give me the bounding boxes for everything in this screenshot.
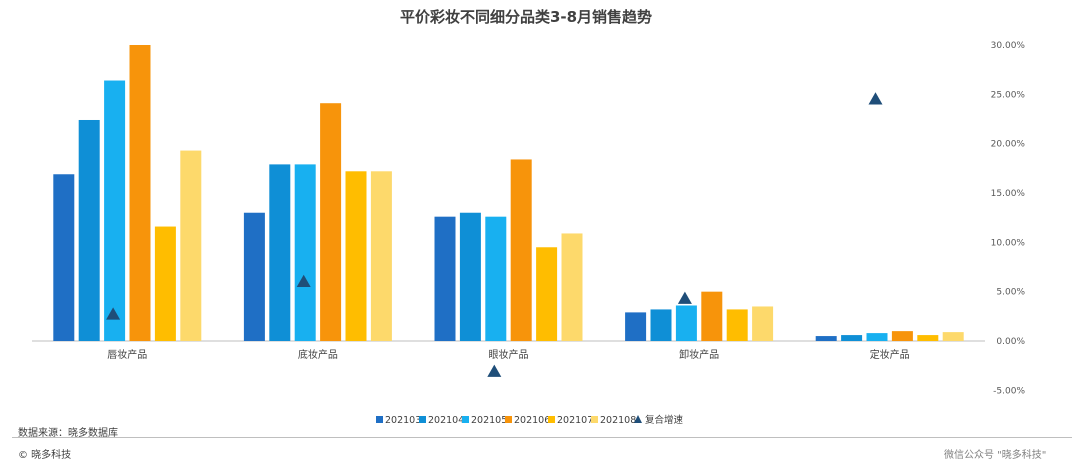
growth-marker	[106, 307, 121, 320]
bar-202108	[370, 171, 392, 341]
bar-202104	[269, 164, 291, 341]
bar-202104	[650, 309, 672, 341]
bar-202103	[53, 174, 75, 341]
category-label: 唇妆产品	[107, 348, 147, 361]
bar-202108	[752, 306, 774, 341]
legend-swatch	[462, 416, 469, 423]
y-tick-label: 30.00%	[991, 41, 1026, 51]
legend-swatch	[548, 416, 555, 423]
legend-label: 202103	[385, 415, 421, 426]
growth-marker	[677, 291, 692, 304]
legend-swatch	[419, 416, 426, 423]
wechat-account: 微信公众号 "晓多科技"	[944, 450, 1047, 461]
legend-swatch	[591, 416, 598, 423]
bar-202107	[154, 226, 176, 341]
bar-202106	[701, 291, 723, 341]
growth-marker	[868, 92, 883, 105]
bar-202104	[78, 119, 100, 341]
bar-202108	[942, 332, 964, 341]
category-labels: 唇妆产品 底妆产品 眼妆产品 卸妆产品 定妆产品	[107, 348, 909, 361]
bar-202104	[459, 212, 481, 341]
copyright: © 晓多科技	[18, 450, 72, 461]
category-label: 卸妆产品	[679, 348, 719, 361]
legend-swatch	[634, 415, 642, 423]
growth-marker	[296, 274, 311, 288]
legend-label: 202107	[557, 415, 593, 426]
chart-title: 平价彩妆不同细分品类3-8月销售趋势	[400, 8, 652, 26]
bar-202107	[917, 335, 939, 341]
bars	[53, 45, 964, 342]
legend: 202103 202104 202105 202106 202107 202108 复合增速	[376, 414, 684, 426]
bar-202105	[294, 164, 316, 341]
bar-202103	[243, 212, 265, 341]
legend-label: 202104	[428, 415, 464, 426]
bar-202106	[320, 103, 342, 341]
y-tick-label: 5.00%	[996, 288, 1025, 298]
bar-202107	[726, 309, 748, 341]
data-source: 数据来源：晓多数据库	[18, 428, 118, 439]
y-tick-label: 25.00%	[991, 90, 1026, 100]
y-tick-label: 10.00%	[991, 238, 1026, 248]
bar-202106	[891, 331, 913, 341]
bar-202105	[866, 333, 888, 341]
growth-marker	[487, 364, 502, 377]
category-label: 定妆产品	[870, 348, 910, 361]
category-label: 底妆产品	[298, 348, 338, 361]
y-tick-label: 0.00%	[996, 337, 1025, 347]
y-tick-label: 15.00%	[991, 189, 1026, 199]
bar-202108	[561, 233, 583, 341]
growth-markers	[106, 92, 883, 377]
bar-202107	[345, 171, 367, 341]
bar-202104	[841, 335, 863, 341]
legend-swatch	[376, 416, 383, 423]
bar-202107	[536, 247, 558, 341]
bar-202103	[815, 336, 837, 341]
bar-202103	[625, 312, 647, 341]
bar-202105	[104, 80, 126, 342]
y-tick-label: -5.00%	[993, 386, 1025, 396]
bar-202105	[675, 305, 697, 341]
bar-202108	[180, 150, 202, 341]
legend-label: 202106	[514, 415, 550, 426]
bar-202103	[434, 216, 456, 341]
legend-label: 202105	[471, 415, 507, 426]
y-tick-label: 20.00%	[991, 140, 1026, 150]
y-axis: 30.00% 25.00% 20.00% 15.00% 10.00% 5.00% 0.00%…	[991, 41, 1026, 396]
footer-divider	[12, 437, 1072, 438]
legend-label: 202108	[600, 415, 636, 426]
category-label: 眼妆产品	[489, 348, 529, 361]
bar-202106	[510, 159, 532, 341]
legend-label: 复合增速	[645, 414, 684, 426]
bar-202105	[485, 216, 507, 341]
legend-swatch	[505, 416, 512, 423]
bar-202106	[129, 45, 151, 341]
